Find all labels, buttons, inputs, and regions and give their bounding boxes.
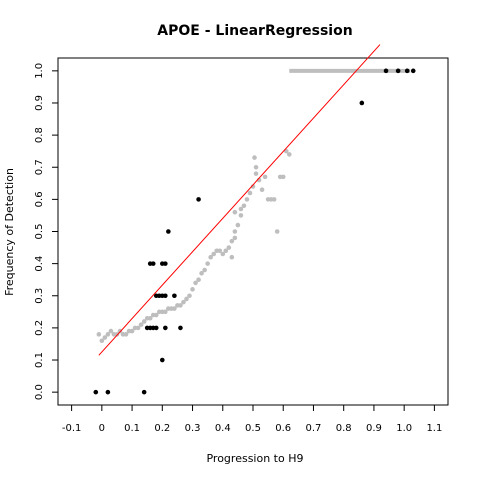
series-0-point xyxy=(236,223,241,228)
series-1-point xyxy=(411,69,416,74)
series-0-point xyxy=(252,155,257,160)
x-tick-label: 0.5 xyxy=(245,423,261,434)
series-0-point xyxy=(233,236,238,241)
series-1-point xyxy=(384,69,389,74)
series-1-point xyxy=(160,358,165,363)
series-0-point xyxy=(233,210,238,215)
series-0-point xyxy=(260,187,265,192)
x-tick-label: 0.7 xyxy=(306,423,322,434)
series-1-point xyxy=(142,390,147,395)
series-1-point xyxy=(166,229,171,234)
x-tick-label: 0.3 xyxy=(185,423,201,434)
x-tick-label: 0 xyxy=(99,423,105,434)
series-0-point xyxy=(205,261,210,266)
series-0-point xyxy=(239,213,244,218)
series-1-point xyxy=(163,293,168,298)
series-1-point xyxy=(154,326,159,331)
series-0-point xyxy=(196,277,201,282)
series-1-point xyxy=(396,69,401,74)
y-tick-label: 0.1 xyxy=(34,352,45,368)
axis-ticks: -0.1 0 0.1 0.2 0.3 0.4 0.5 0.6 0.7 0.8 0.9 1.0 1.1 0.… xyxy=(34,63,442,434)
x-tick-label: 0.2 xyxy=(154,423,170,434)
y-tick-label: 0.2 xyxy=(34,320,45,336)
x-tick-label: 1.1 xyxy=(426,423,442,434)
plot-frame xyxy=(58,58,448,405)
series-1-point xyxy=(196,197,201,202)
series-0-point xyxy=(190,287,195,292)
series-0-point xyxy=(245,197,250,202)
x-axis-label: Progression to H9 xyxy=(206,452,303,465)
y-tick-label: 0.7 xyxy=(34,159,45,175)
series-0-point xyxy=(281,175,286,180)
x-tick-label: 0.9 xyxy=(366,423,382,434)
series-1-point xyxy=(163,261,168,266)
series-0-point xyxy=(254,165,259,170)
series-0-point xyxy=(275,229,280,234)
series-0-point xyxy=(242,203,247,208)
series-0-point xyxy=(254,171,259,176)
series-0-point xyxy=(287,152,292,157)
x-tick-label: 0.1 xyxy=(124,423,140,434)
series-0-point xyxy=(187,293,192,298)
series-1-point xyxy=(151,261,156,266)
y-tick-label: 0.5 xyxy=(34,224,45,240)
x-tick-label: 0.6 xyxy=(275,423,291,434)
chart-title: APOE - LinearRegression xyxy=(157,23,352,39)
x-tick-label: 1.0 xyxy=(396,423,412,434)
y-tick-label: 0.3 xyxy=(34,288,45,304)
y-axis-label: Frequency of Detection xyxy=(3,168,16,296)
y-tick-label: 0.0 xyxy=(34,384,45,400)
series-1-point xyxy=(360,101,365,106)
x-tick-label: 0.4 xyxy=(215,423,231,434)
series-0-point xyxy=(233,229,238,234)
series-0-point xyxy=(248,191,253,196)
y-tick-label: 0.8 xyxy=(34,127,45,143)
data-series xyxy=(93,69,415,395)
series-0-point xyxy=(202,268,207,273)
series-0-point xyxy=(272,197,277,202)
y-tick-label: 0.6 xyxy=(34,191,45,207)
series-0-point xyxy=(97,332,102,337)
x-tick-label: 0.8 xyxy=(336,423,352,434)
series-0-point xyxy=(230,255,235,260)
series-1-point xyxy=(163,326,168,331)
y-tick-label: 0.4 xyxy=(34,256,45,272)
y-tick-label: 1.0 xyxy=(34,63,45,79)
y-tick-label: 0.9 xyxy=(34,95,45,111)
series-0-point xyxy=(227,245,232,250)
series-1-point xyxy=(106,390,111,395)
series-1-point xyxy=(172,293,177,298)
series-0-point xyxy=(263,175,268,180)
regression-line xyxy=(99,45,380,356)
series-1-point xyxy=(93,390,98,395)
x-tick-label: -0.1 xyxy=(62,423,82,434)
series-1-point xyxy=(178,326,183,331)
series-1-point xyxy=(405,69,410,74)
